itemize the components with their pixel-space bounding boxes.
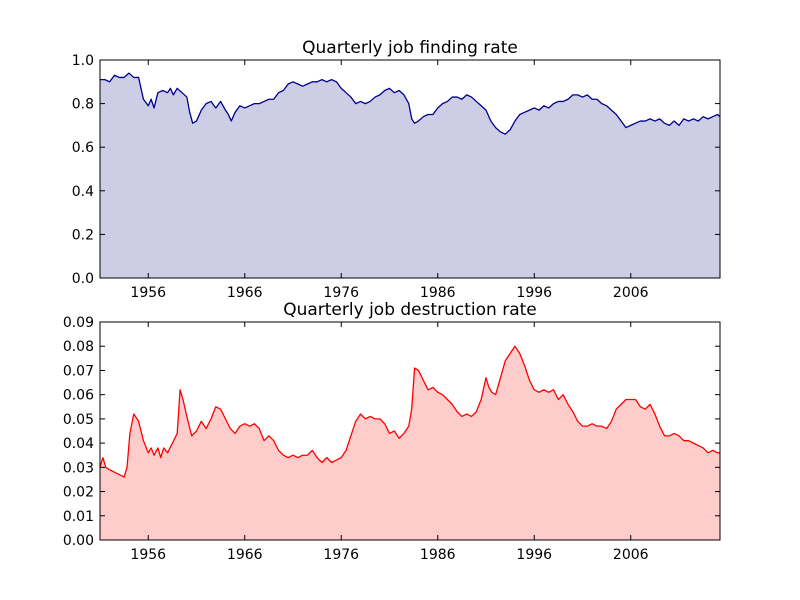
job-destruction-rate-plot-frame [99,321,721,541]
job-destruction-rate-x-tick-label: 1956 [130,547,166,563]
job-finding-rate-series-line [100,72,721,135]
job-destruction-rate-y-tick-label: 0.07 [63,363,94,379]
job-destruction-rate-y-tick-label: 0.05 [63,412,94,428]
job-destruction-rate-area-fill [100,346,720,540]
job-finding-rate-plot-frame [99,59,721,279]
job-finding-rate-x-tick-label: 1976 [323,285,359,301]
job-finding-rate-y-tick-label: 0.8 [72,97,94,113]
job-finding-rate-x-tick-label: 1966 [227,285,263,301]
job-finding-rate-x-tick-label: 1956 [130,285,166,301]
job-destruction-rate-x-tick-label: 2006 [613,547,649,563]
job-destruction-rate-y-tick-label: 0.08 [63,339,94,355]
job-finding-rate-area-fill [100,73,720,278]
job-destruction-rate-y-tick-label: 0.09 [63,315,94,331]
job-destruction-rate-x-tick-label: 1986 [420,547,456,563]
job-destruction-rate-x-tick-label: 1976 [323,547,359,563]
job-destruction-rate-y-tick-label: 0.03 [63,460,94,476]
job-finding-rate-x-tick-label: 1986 [420,285,456,301]
job-finding-rate-panel: Quarterly job finding rate 1956 1966 1976 1… [72,38,721,301]
job-destruction-rate-series-line [99,345,720,478]
job-finding-rate-x-tick-label: 1996 [516,285,552,301]
job-finding-rate-y-tick-label: 0.2 [72,227,94,243]
job-destruction-rate-y-tick-label: 0.02 [63,485,94,501]
job-finding-rate-title: Quarterly job finding rate [302,38,518,58]
job-destruction-rate-x-tick-label: 1996 [516,547,552,563]
job-finding-rate-y-tick-label: 0.0 [72,271,94,287]
job-destruction-rate-title: Quarterly job destruction rate [283,300,537,320]
job-finding-rate-y-tick-label: 1.0 [72,53,94,69]
job-destruction-rate-panel: Quarterly job destruction rate 1956 1966 1… [63,300,721,563]
job-finding-rate-y-tick-label: 0.4 [72,184,94,200]
job-finding-rate-y-tick-label: 0.6 [72,140,94,156]
job-destruction-rate-x-tick-label: 1966 [227,547,263,563]
job-finding-rate-x-tick-label: 2006 [613,285,649,301]
job-destruction-rate-y-tick-label: 0.01 [63,509,94,525]
job-destruction-rate-y-tick-label: 0.04 [63,436,94,452]
job-destruction-rate-y-tick-label: 0.00 [63,533,94,549]
job-destruction-rate-y-tick-label: 0.06 [63,388,94,404]
